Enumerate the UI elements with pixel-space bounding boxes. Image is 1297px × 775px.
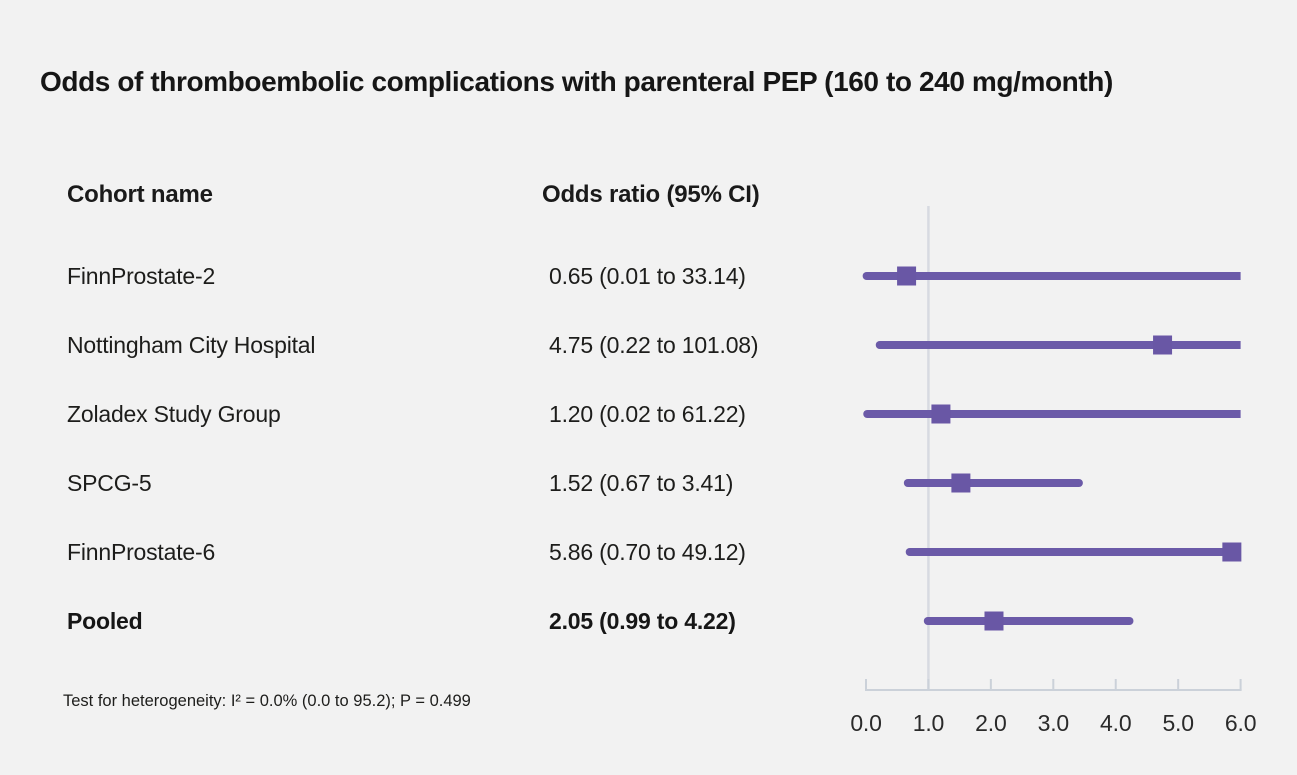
odds-ratio-value: 1.20 (0.02 to 61.22): [549, 401, 746, 427]
ci-cap-left: [863, 410, 872, 418]
ci-cap-left: [923, 617, 932, 625]
or-marker: [951, 473, 971, 493]
ci-cap-left: [875, 341, 884, 349]
x-tick-label: 5.0: [1162, 710, 1193, 736]
x-tick-label: 1.0: [913, 710, 944, 736]
pooled-or-marker: [984, 611, 1004, 631]
heterogeneity-footnote: Test for heterogeneity: I² = 0.0% (0.0 t…: [63, 692, 471, 710]
x-tick-label: 6.0: [1225, 710, 1256, 736]
chart-title: Odds of thromboembolic complications wit…: [40, 66, 1113, 97]
column-header-cohort: Cohort name: [67, 181, 213, 208]
x-tick-label: 3.0: [1038, 710, 1069, 736]
column-header-odds-ratio: Odds ratio (95% CI): [542, 181, 760, 208]
odds-ratio-value: 1.52 (0.67 to 3.41): [549, 470, 734, 496]
odds-ratio-value: 5.86 (0.70 to 49.12): [549, 539, 746, 565]
or-marker: [897, 266, 917, 286]
or-marker: [1153, 335, 1173, 355]
ci-cap-right: [1074, 479, 1083, 487]
or-marker: [931, 404, 951, 424]
pooled-row-label: Pooled: [67, 608, 143, 634]
ci-cap-right: [1125, 617, 1134, 625]
ci-cap-left: [905, 548, 914, 556]
or-marker: [1222, 542, 1242, 562]
cohort-name: SPCG-5: [67, 470, 152, 496]
x-tick-label: 0.0: [850, 710, 881, 736]
pooled-odds-ratio-value: 2.05 (0.99 to 4.22): [549, 608, 736, 634]
cohort-name: FinnProstate-2: [67, 263, 216, 289]
ci-cap-left: [862, 272, 871, 280]
x-tick-label: 2.0: [975, 710, 1006, 736]
x-tick-label: 4.0: [1100, 710, 1131, 736]
ci-cap-left: [903, 479, 912, 487]
cohort-name: Nottingham City Hospital: [67, 332, 316, 358]
odds-ratio-value: 0.65 (0.01 to 33.14): [549, 263, 746, 289]
cohort-name: Zoladex Study Group: [67, 401, 281, 427]
odds-ratio-value: 4.75 (0.22 to 101.08): [549, 332, 759, 358]
cohort-name: FinnProstate-6: [67, 539, 216, 565]
